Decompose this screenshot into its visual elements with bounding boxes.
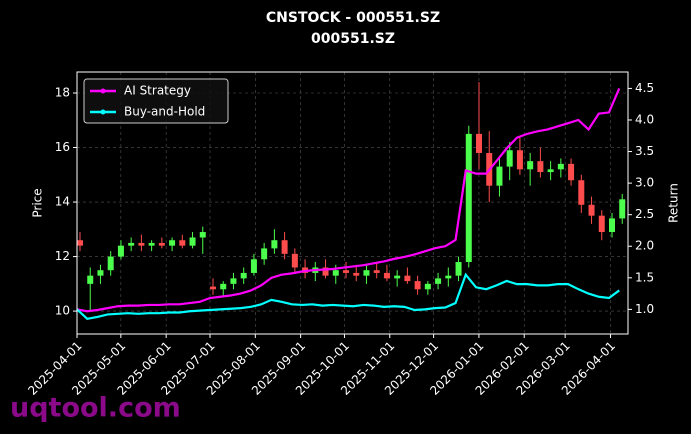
candle-body	[97, 270, 104, 276]
candle-body	[158, 242, 165, 246]
candle-body	[476, 133, 482, 153]
candle-body	[128, 242, 135, 246]
candle-body	[250, 259, 257, 273]
candle-body	[322, 267, 329, 276]
y2-tick-label: 3.5	[635, 144, 654, 158]
chart-title: CNSTOCK - 000551.SZ	[266, 10, 440, 26]
candle-body	[394, 275, 401, 279]
legend-label: Buy-and-Hold	[124, 105, 205, 119]
candle-body	[506, 150, 513, 167]
y2-tick-label: 2.5	[635, 207, 654, 221]
y-tick-label: 12	[55, 249, 70, 263]
candle-body	[516, 150, 523, 170]
candle-body	[353, 272, 360, 276]
candle-body	[220, 283, 227, 290]
return-line	[76, 87, 621, 313]
candle-body	[383, 272, 390, 279]
candle-body	[363, 270, 370, 276]
y-tick-label: 14	[55, 195, 70, 209]
candle-body	[598, 215, 605, 233]
candle-body	[465, 133, 472, 263]
y2-tick-label: 2.0	[635, 239, 654, 253]
candle-body	[87, 275, 94, 284]
legend-marker	[100, 88, 106, 94]
candle-body	[343, 270, 349, 273]
axes-frame	[76, 71, 629, 335]
y-tick-label: 16	[55, 140, 70, 154]
candle-body	[271, 240, 278, 249]
candle-body	[77, 240, 83, 246]
candle-body	[557, 163, 564, 170]
candle-body	[537, 161, 544, 173]
candle-body	[107, 256, 114, 271]
candle-body	[404, 275, 411, 282]
candle-body	[578, 180, 585, 205]
y-axis-label: Price	[31, 188, 45, 217]
legend: AI Strategy Buy-and-Hold	[83, 78, 229, 124]
candle-body	[445, 275, 452, 279]
candle-body	[588, 204, 595, 216]
candle-body	[435, 278, 442, 284]
y2-tick-label: 3.0	[635, 176, 654, 190]
watermark: uqtool.com	[10, 393, 181, 424]
candle-body	[169, 240, 176, 246]
legend-label: AI Strategy	[124, 84, 191, 98]
y-tick-label: 18	[55, 85, 70, 99]
candle-body	[230, 278, 237, 284]
y2-tick-label: 1.5	[635, 270, 654, 284]
y2-axis-label: Return	[667, 183, 681, 223]
candle-body	[291, 253, 298, 268]
candle-body	[424, 283, 431, 290]
candle-body	[455, 262, 462, 276]
chart-subtitle: 000551.SZ	[311, 31, 395, 47]
candle-body	[332, 270, 339, 276]
candle-body	[281, 240, 288, 254]
candle-body	[496, 166, 503, 186]
candle-body	[240, 272, 247, 279]
candle-body	[547, 169, 554, 173]
y2-tick-label: 1.0	[635, 302, 654, 316]
candle-body	[117, 245, 124, 257]
y2-tick-label: 4.5	[635, 81, 654, 95]
candle-body	[527, 161, 534, 170]
candle-body	[189, 237, 196, 246]
candle-body	[609, 218, 615, 233]
candle-body	[148, 242, 155, 246]
candle-body	[199, 232, 206, 238]
candle-body	[210, 286, 216, 290]
candle-body	[619, 199, 626, 219]
legend-marker	[100, 109, 106, 115]
candle-body	[568, 163, 575, 181]
candle-body	[179, 240, 186, 246]
candle-body	[414, 281, 421, 290]
legend-box	[83, 78, 229, 124]
candle-body	[261, 248, 268, 260]
return-line	[76, 272, 620, 321]
y-tick-label: 10	[55, 304, 70, 318]
candle-body	[138, 242, 145, 246]
y2-tick-label: 4.0	[635, 112, 654, 126]
candle-body	[373, 270, 380, 273]
